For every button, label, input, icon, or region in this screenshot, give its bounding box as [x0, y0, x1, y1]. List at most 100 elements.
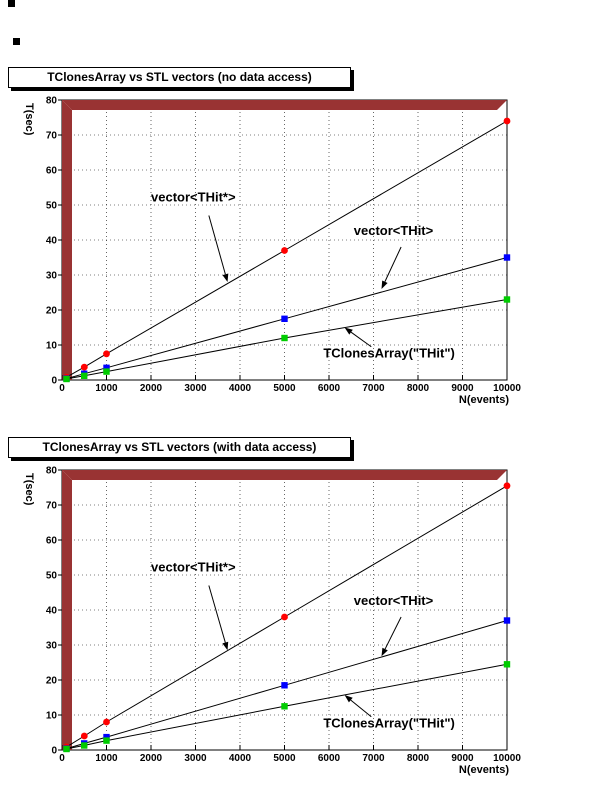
y-axis: 0 10 20 30 40 50 60 70 80 T(sec): [23, 96, 62, 387]
y-tick-label: 70: [46, 131, 58, 142]
x-tick-label: 4000: [229, 753, 252, 764]
x-axis: 0 1000 2000 3000 4000 5000 6000 7000 8000 9000 100…: [59, 375, 521, 406]
x-tick-label: 3000: [184, 753, 207, 764]
annotation-arrow: [208, 215, 226, 275]
y-tick-label: 50: [46, 571, 58, 582]
data-point: [281, 613, 288, 621]
y-tick-label: 80: [46, 96, 58, 107]
y-tick-label: 0: [51, 746, 57, 757]
annotation-arrowhead: [222, 273, 229, 282]
annotation-arrowhead: [344, 695, 353, 703]
data-point: [503, 482, 511, 490]
data-point: [63, 375, 70, 383]
chart-no-data-access: TClonesArray vs STL vectors (no data acc…: [0, 67, 612, 419]
data-point: [103, 718, 110, 726]
annotation-label: TClonesArray("THit"): [323, 345, 455, 360]
y-tick-label: 10: [46, 341, 58, 352]
x-tick-label: 7000: [362, 753, 385, 764]
annotation-arrow: [384, 246, 402, 282]
data-point: [281, 682, 288, 689]
y-tick-label: 0: [51, 376, 57, 387]
y-axis-title: T(sec): [23, 103, 35, 136]
x-tick-label: 5000: [273, 383, 296, 394]
y-tick-label: 60: [46, 536, 58, 547]
x-tick-label: 8000: [407, 753, 430, 764]
x-tick-label: 0: [59, 753, 65, 764]
frame-band-top: [62, 470, 507, 480]
annotation-label: vector<THit*>: [151, 560, 236, 575]
y-axis: 0 10 20 30 40 50 60 70 80 T(sec): [23, 466, 62, 757]
data-point: [80, 732, 88, 740]
x-tick-label: 0: [59, 383, 65, 394]
y-tick-label: 60: [46, 166, 58, 177]
y-tick-label: 40: [46, 236, 58, 247]
annotation-arrowhead: [381, 647, 388, 657]
chart-title: TClonesArray vs STL vectors (no data acc…: [47, 70, 312, 84]
y-tick-label: 50: [46, 201, 58, 212]
data-point: [103, 350, 110, 358]
y-tick-label: 40: [46, 606, 58, 617]
data-point: [503, 117, 511, 125]
x-tick-label: 9000: [451, 753, 474, 764]
annotation-label: vector<THit>: [354, 223, 434, 238]
y-tick-label: 30: [46, 271, 58, 282]
x-tick-label: 3000: [184, 383, 207, 394]
data-point: [103, 364, 110, 371]
x-axis-title: N(events): [459, 394, 509, 406]
print-artifact: [8, 0, 15, 7]
data-point: [63, 745, 70, 753]
data-point: [503, 617, 511, 624]
grid: [62, 470, 507, 750]
annotation-arrowhead: [344, 327, 353, 335]
x-tick-label: 7000: [362, 383, 385, 394]
data-point: [281, 315, 288, 322]
x-tick-label: 10000: [493, 383, 521, 394]
y-tick-label: 20: [46, 676, 58, 687]
grid: [62, 100, 507, 380]
data-point: [281, 703, 288, 710]
frame-band-left: [62, 470, 72, 750]
annotation-arrow: [384, 616, 402, 650]
x-tick-label: 5000: [273, 753, 296, 764]
x-tick-label: 8000: [407, 383, 430, 394]
chart-title-box: TClonesArray vs STL vectors (no data acc…: [8, 67, 351, 88]
data-point: [503, 254, 511, 261]
plot-no-data-access: 0 1000 2000 3000 4000 5000 6000 7000 8000 9000 100…: [23, 96, 521, 407]
annotation-label: vector<THit*>: [151, 190, 236, 205]
x-tick-label: 6000: [318, 753, 341, 764]
y-tick-label: 70: [46, 501, 58, 512]
frame-band-top: [62, 100, 507, 110]
y-tick-label: 10: [46, 711, 58, 722]
x-tick-label: 9000: [451, 383, 474, 394]
data-point: [503, 296, 511, 303]
chart-title: TClonesArray vs STL vectors (with data a…: [42, 440, 317, 454]
x-tick-label: 2000: [140, 383, 163, 394]
data-point: [503, 661, 511, 668]
data-point: [103, 733, 110, 741]
annotation-arrow: [350, 331, 372, 348]
chart-with-data-access: TClonesArray vs STL vectors (with data a…: [0, 437, 612, 789]
x-tick-label: 2000: [140, 753, 163, 764]
x-axis-title: N(events): [459, 764, 509, 776]
data-point: [81, 742, 88, 749]
y-axis-title: T(sec): [23, 473, 35, 506]
y-tick-label: 20: [46, 306, 58, 317]
x-axis: 0 1000 2000 3000 4000 5000 6000 7000 8000 9000 100…: [59, 745, 521, 776]
data-point: [103, 737, 110, 744]
y-tick-label: 80: [46, 466, 58, 477]
data-point: [81, 372, 88, 379]
x-tick-label: 4000: [229, 383, 252, 394]
x-tick-label: 1000: [95, 383, 118, 394]
x-tick-label: 1000: [95, 753, 118, 764]
plot-with-data-access: 0 1000 2000 3000 4000 5000 6000 7000 8000 9000 10 0…: [23, 466, 521, 777]
annotation-arrow: [208, 585, 226, 643]
chart-title-box: TClonesArray vs STL vectors (with data a…: [8, 437, 351, 458]
print-artifact: [13, 38, 20, 45]
x-tick-label: 6000: [318, 383, 341, 394]
frame-band-left: [62, 100, 72, 380]
annotation-arrowhead: [222, 641, 229, 651]
annotation-label: TClonesArray("THit"): [323, 715, 455, 730]
annotation-arrow: [350, 699, 372, 718]
data-point: [80, 363, 88, 371]
